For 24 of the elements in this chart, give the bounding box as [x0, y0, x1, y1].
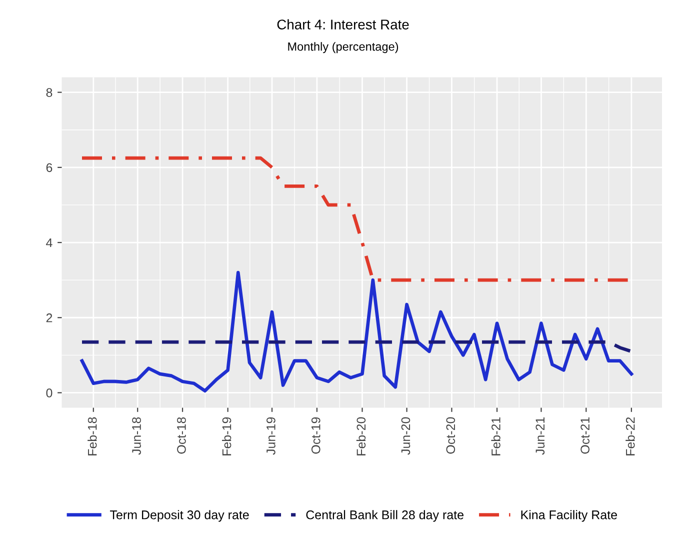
y-tick-label: 2	[46, 313, 52, 322]
legend-label: Kina Facility Rate	[521, 510, 617, 522]
x-tick-label: Oct-19	[311, 417, 320, 454]
y-tick-label: 0	[46, 388, 52, 398]
x-tick-label: Oct-20	[446, 417, 456, 454]
x-tick-label: Feb-18	[88, 417, 97, 456]
legend-label: Term Deposit 30 day rate	[110, 510, 249, 522]
x-tick-label: Jun-19	[266, 417, 276, 455]
y-tick-label: 8	[46, 88, 52, 97]
y-tick-label: 6	[46, 163, 52, 172]
x-tick-label: Jun-20	[401, 417, 410, 455]
x-tick-label: Jun-18	[132, 417, 141, 455]
legend-label: Central Bank Bill 28 day rate	[306, 510, 464, 522]
chart-title: Chart 4: Interest Rate	[277, 19, 409, 30]
line-series	[80, 270, 634, 393]
y-tick-label: 4	[46, 238, 52, 248]
x-tick-label: Feb-22	[626, 417, 635, 456]
x-tick-label: Jun-21	[536, 417, 545, 455]
chart-subtitle: Monthly (percentage)	[288, 42, 398, 54]
x-tick-label: Oct-18	[177, 417, 186, 454]
x-tick-label: Oct-21	[580, 417, 590, 454]
x-tick-label: Feb-19	[222, 417, 232, 456]
x-tick-label: Feb-20	[356, 417, 366, 456]
x-tick-label: Feb-21	[491, 417, 500, 456]
